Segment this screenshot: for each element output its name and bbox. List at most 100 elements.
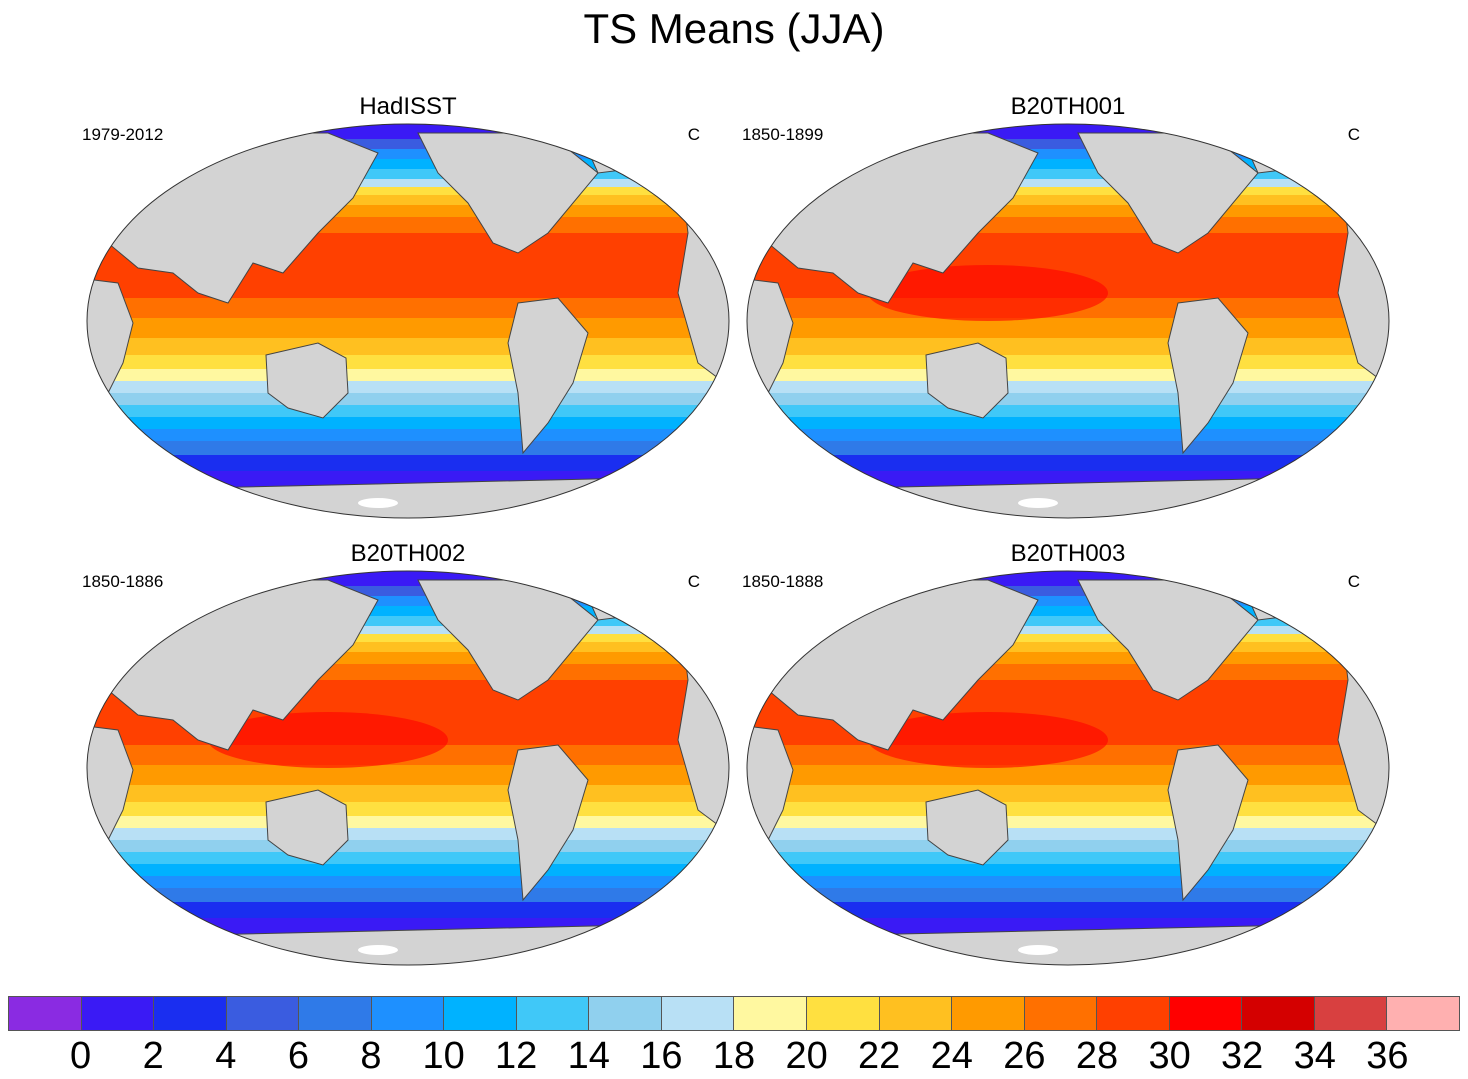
sst-band bbox=[747, 616, 1389, 627]
sst-band bbox=[87, 441, 729, 456]
colorbar-swatch bbox=[81, 997, 155, 1030]
sst-band bbox=[87, 864, 729, 877]
colorbar-tick-label: 36 bbox=[1366, 1035, 1409, 1077]
colorbar-swatch bbox=[1169, 997, 1243, 1030]
sst-band bbox=[747, 902, 1389, 919]
colorbar-tick-label: 6 bbox=[287, 1035, 309, 1077]
colorbar-swatch bbox=[371, 997, 445, 1030]
map-panel-b20th001: B20TH001 1850-1899 C bbox=[738, 93, 1398, 519]
map-panel-b20th003: B20TH003 1850-1888 C bbox=[738, 540, 1398, 966]
sst-band bbox=[87, 179, 729, 188]
period-label: 1850-1886 bbox=[82, 572, 164, 591]
sst-band bbox=[87, 626, 729, 635]
sst-band bbox=[747, 828, 1389, 841]
sst-band bbox=[87, 802, 729, 817]
sst-band bbox=[87, 765, 729, 786]
sst-band bbox=[87, 338, 729, 356]
sst-band bbox=[87, 355, 729, 370]
colorbar-swatch bbox=[879, 997, 953, 1030]
sst-band bbox=[747, 393, 1389, 406]
sst-band bbox=[747, 369, 1389, 382]
landmass bbox=[1167, 297, 1249, 455]
colorbar-tick-label: 0 bbox=[70, 1035, 92, 1077]
panel-title: B20TH002 bbox=[350, 540, 466, 567]
colorbar-swatch bbox=[1387, 997, 1459, 1030]
panel-title: B20TH001 bbox=[1010, 93, 1126, 120]
sst-band bbox=[87, 405, 729, 418]
sst-band bbox=[747, 888, 1389, 903]
sst-band bbox=[87, 429, 729, 442]
sst-band bbox=[747, 571, 1389, 587]
sst-band bbox=[747, 124, 1389, 140]
sst-band bbox=[87, 417, 729, 430]
landmass bbox=[265, 342, 349, 419]
colorbar-swatch bbox=[1097, 997, 1170, 1030]
colorbar bbox=[8, 996, 1460, 1031]
sst-band bbox=[87, 616, 729, 627]
colorbar-swatch bbox=[299, 997, 372, 1030]
sst-band bbox=[747, 765, 1389, 786]
sst-band bbox=[87, 642, 729, 653]
sst-band bbox=[87, 586, 729, 597]
sst-band bbox=[87, 455, 729, 472]
sst-band bbox=[87, 381, 729, 394]
landmass bbox=[507, 744, 589, 902]
sst-band bbox=[747, 179, 1389, 188]
units-label: C bbox=[687, 125, 700, 144]
sst-map bbox=[746, 123, 1390, 519]
sst-band bbox=[747, 852, 1389, 865]
map-panel-hadisst: HadISST 1979-2012 C bbox=[78, 93, 738, 519]
colorbar-tick-label: 16 bbox=[640, 1035, 683, 1077]
colorbar-tick-labels: 0 2 4 6 8 10 12 14 16 18 20 22 24 26 28 30 32 34 36 bbox=[0, 1036, 1468, 1076]
colorbar-tick-label: 10 bbox=[422, 1035, 465, 1077]
colorbar-swatch bbox=[516, 997, 590, 1030]
units-label: C bbox=[687, 572, 700, 591]
sst-band bbox=[87, 393, 729, 406]
colorbar-swatch bbox=[952, 997, 1025, 1030]
sst-band bbox=[747, 355, 1389, 370]
colorbar-swatch bbox=[589, 997, 662, 1030]
sst-band bbox=[87, 785, 729, 803]
sst-band bbox=[747, 429, 1389, 442]
sst-band bbox=[87, 187, 729, 196]
colorbar-tick-label: 8 bbox=[360, 1035, 382, 1077]
sst-band bbox=[87, 816, 729, 829]
sst-band bbox=[87, 852, 729, 865]
sst-band bbox=[747, 876, 1389, 889]
colorbar-tick-label: 14 bbox=[567, 1035, 610, 1077]
sst-band bbox=[87, 634, 729, 643]
map-border bbox=[86, 570, 730, 966]
ice-shelf bbox=[358, 498, 398, 508]
colorbar-tick-label: 34 bbox=[1293, 1035, 1336, 1077]
sst-band bbox=[747, 596, 1389, 607]
sst-band bbox=[87, 876, 729, 889]
ice-shelf bbox=[358, 945, 398, 955]
sst-band bbox=[87, 139, 729, 150]
sst-band bbox=[747, 816, 1389, 829]
sst-band bbox=[747, 626, 1389, 635]
sst-map bbox=[86, 570, 730, 966]
landmass bbox=[1167, 744, 1249, 902]
colorbar-swatch bbox=[154, 997, 227, 1030]
colorbar-swatch bbox=[661, 997, 735, 1030]
sst-band bbox=[747, 169, 1389, 180]
sst-band bbox=[87, 195, 729, 206]
landmass bbox=[507, 297, 589, 455]
sst-band bbox=[747, 586, 1389, 597]
figure-title: TS Means (JJA) bbox=[583, 5, 885, 52]
units-label: C bbox=[1347, 125, 1360, 144]
units-label: C bbox=[1347, 572, 1360, 591]
colorbar-tick-label: 28 bbox=[1075, 1035, 1119, 1077]
map-border bbox=[86, 123, 730, 519]
sst-band bbox=[87, 596, 729, 607]
colorbar-swatch bbox=[734, 997, 808, 1030]
map-panel-b20th002: B20TH002 1850-1886 C bbox=[78, 540, 738, 966]
sst-band bbox=[87, 149, 729, 160]
sst-band bbox=[747, 864, 1389, 877]
colorbar-tick-label: 30 bbox=[1148, 1035, 1191, 1077]
period-label: 1850-1888 bbox=[742, 572, 824, 591]
sst-band bbox=[747, 149, 1389, 160]
warm-pool bbox=[868, 712, 1108, 768]
landmass bbox=[925, 789, 1009, 866]
colorbar-swatch bbox=[807, 997, 880, 1030]
